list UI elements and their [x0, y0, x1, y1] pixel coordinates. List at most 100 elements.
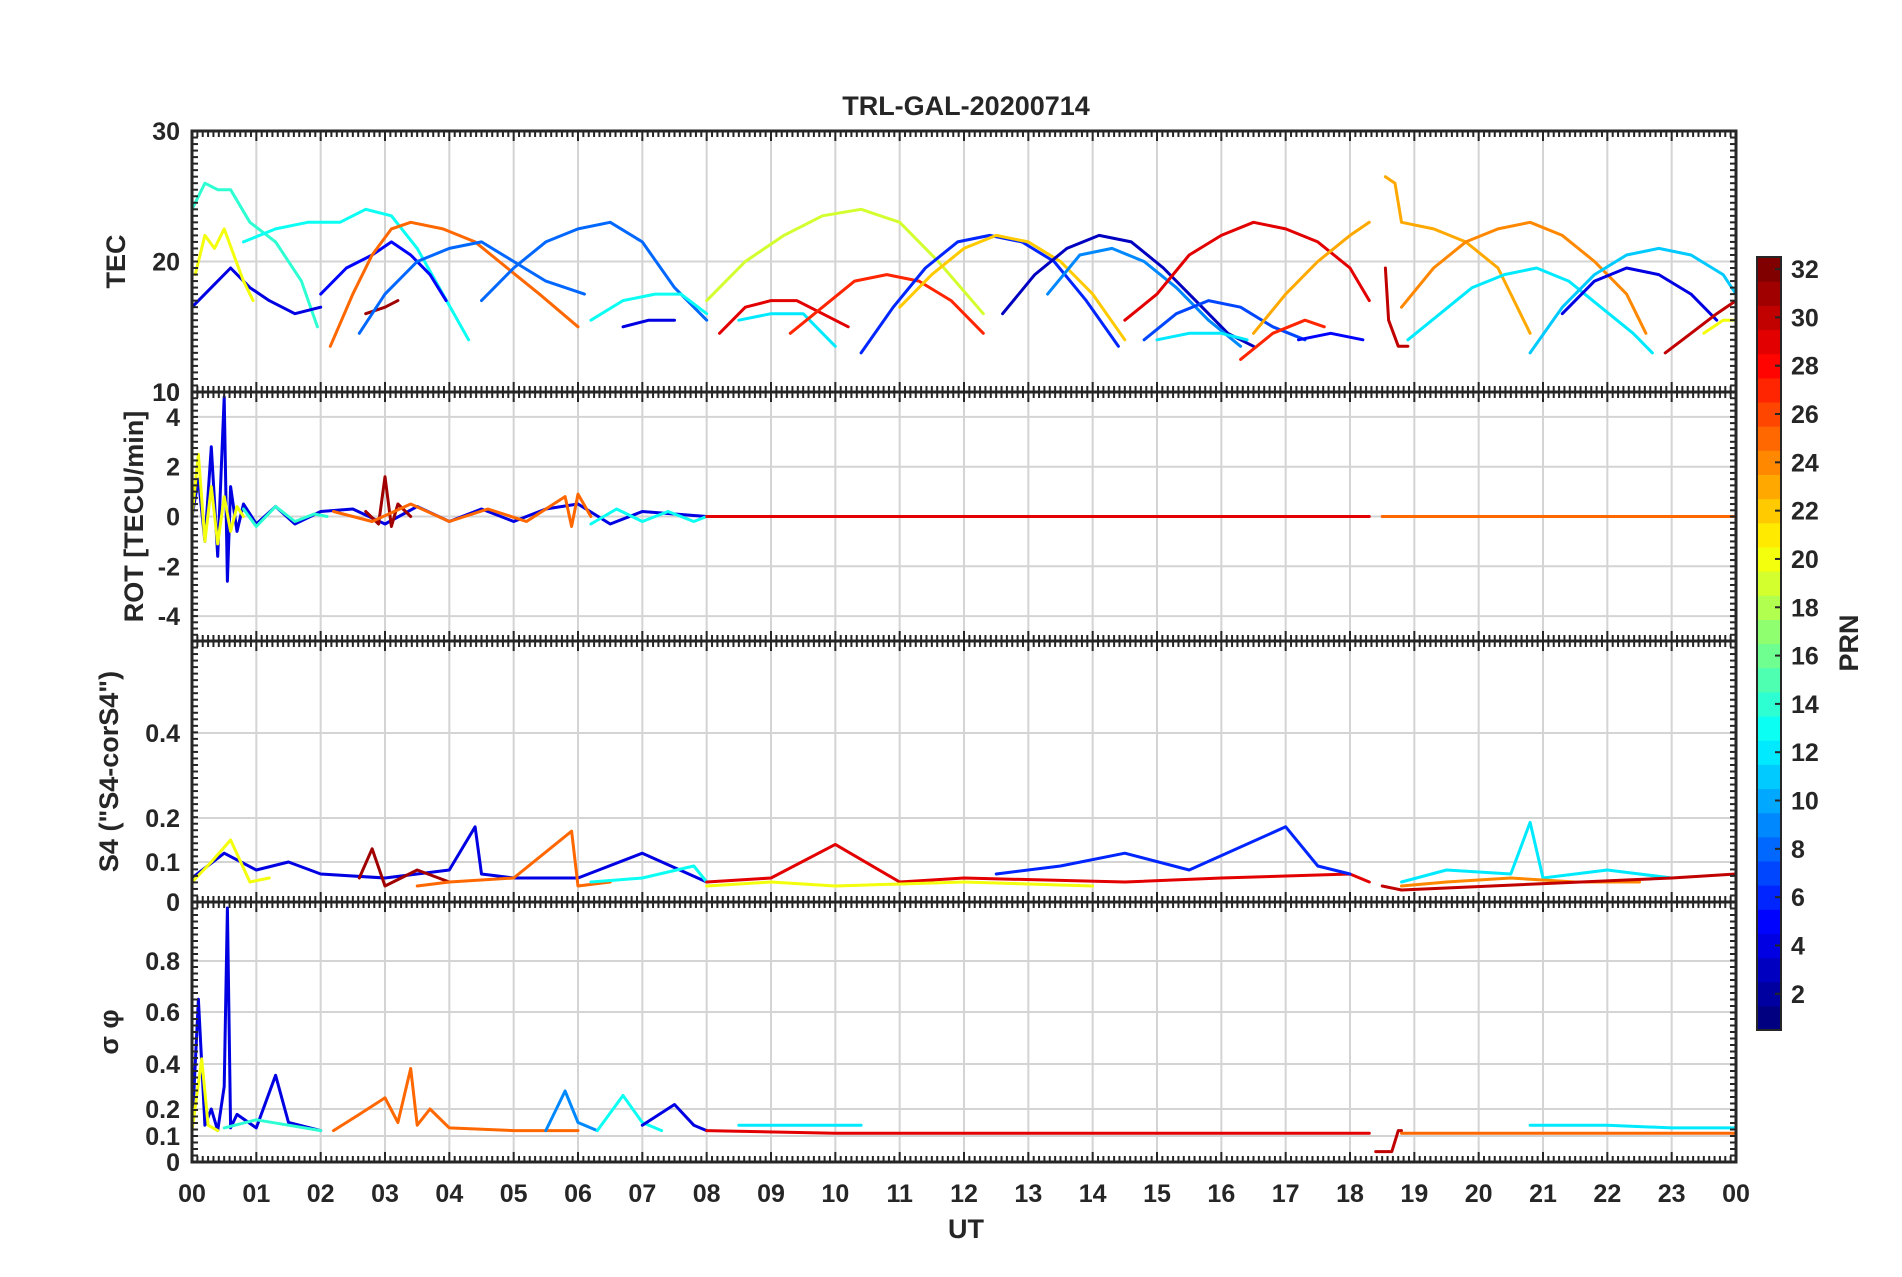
- series-prn-8-tec: [480, 220, 709, 322]
- y-tick-label-sigma: 0.4: [145, 1051, 180, 1079]
- series-prn-22-tec: [898, 233, 1127, 342]
- x-tick-label: 12: [950, 1180, 978, 1208]
- y-tick-label-s4: 0: [166, 889, 180, 917]
- series-prn-12-tec: [737, 312, 837, 348]
- y-tick-label-rot: 0: [166, 504, 180, 532]
- series-prn-12-s4: [1400, 820, 1674, 884]
- y-tick-label-s4: 0.1: [145, 849, 180, 877]
- colorbar-tick-label: 4: [1791, 932, 1805, 960]
- colorbar-step: [1757, 715, 1781, 741]
- series-prn-24-tec: [1400, 220, 1648, 335]
- series-prn-6-tec: [859, 233, 1120, 355]
- series-prn-12-tec: [1406, 266, 1654, 355]
- x-tick-label: 07: [628, 1180, 656, 1208]
- y-tick-label-sigma: 0.6: [145, 999, 180, 1027]
- colorbar-tick-label: 2: [1791, 981, 1805, 1009]
- series-prn-4-tec: [190, 266, 323, 316]
- series-prn-5-tec: [319, 240, 448, 303]
- series-prn-25-tec: [328, 220, 580, 348]
- x-tick-label: 14: [1079, 1180, 1107, 1208]
- series-prn-12-sigma: [1528, 1123, 1738, 1130]
- x-tick-label: 06: [564, 1180, 592, 1208]
- x-tick-label: 04: [435, 1180, 463, 1208]
- series-prn-20-s4: [190, 838, 271, 884]
- colorbar-tick-label: 24: [1791, 449, 1819, 477]
- x-tick-label: 22: [1593, 1180, 1621, 1208]
- x-tick-label: 03: [371, 1180, 399, 1208]
- series-prn-20-tec: [193, 227, 255, 303]
- colorbar-tick-label: 26: [1791, 401, 1819, 429]
- colorbar-tick-label: 18: [1791, 594, 1819, 622]
- series-prn-25-s4: [415, 829, 612, 888]
- series-prn-29-sigma: [705, 1129, 1371, 1135]
- series-prn-27-tec: [788, 273, 985, 335]
- colorbar-step: [1757, 426, 1781, 451]
- colorbar-step: [1757, 764, 1781, 790]
- series-layer: [190, 175, 1738, 1154]
- series-prn-29-tec: [718, 299, 850, 335]
- colorbar-tick-label: 14: [1791, 691, 1819, 719]
- x-tick-label: 08: [693, 1180, 721, 1208]
- minor-ticks-sigma: [191, 901, 1737, 1163]
- y-tick-label-s4: 0.4: [145, 720, 180, 748]
- colorbar-tick-label: 6: [1791, 884, 1805, 912]
- y-tick-label-rot: 4: [166, 404, 180, 432]
- x-tick-label: 00: [178, 1180, 206, 1208]
- x-tick-label: 01: [242, 1180, 270, 1208]
- series-prn-23-tec: [1383, 175, 1532, 335]
- y-tick-label-sigma: 0.1: [145, 1123, 180, 1151]
- minor-ticks-s4: [191, 640, 1737, 903]
- y-tick-label-rot: 2: [166, 454, 180, 482]
- colorbar-label: PRN: [1834, 614, 1864, 671]
- series-prn-20-s4: [705, 880, 1095, 888]
- series-prn-12-tec: [1155, 331, 1249, 342]
- x-tick-label: 09: [757, 1180, 785, 1208]
- y-tick-label-tec: 20: [152, 249, 180, 277]
- series-prn-13-sigma: [595, 1094, 664, 1133]
- series-prn-29-s4: [705, 842, 1371, 884]
- series-prn-14-rot: [242, 505, 329, 528]
- colorbar-step: [1757, 909, 1781, 934]
- y-tick-label-tec: 10: [152, 379, 180, 407]
- series-prn-13-tec: [589, 292, 709, 322]
- colorbar-step: [1757, 522, 1781, 548]
- y-tick-label-sigma: 0.2: [145, 1096, 180, 1124]
- x-tick-label: 10: [821, 1180, 849, 1208]
- series-prn-5-tec: [1297, 331, 1365, 342]
- series-prn-31-rot: [364, 475, 413, 528]
- colorbar-tick-label: 28: [1791, 353, 1819, 381]
- colorbar-step: [1757, 619, 1781, 645]
- series-prn-20-sigma: [190, 1057, 220, 1133]
- series-prn-27-tec: [1239, 318, 1326, 361]
- series-prn-14-sigma: [222, 1118, 323, 1133]
- frame-layer: [190, 129, 1738, 1164]
- series-prn-13-rot: [589, 507, 709, 526]
- colorbar-tick-label: 12: [1791, 739, 1819, 767]
- series-prn-6-s4: [994, 825, 1352, 876]
- colorbar-step: [1757, 377, 1781, 403]
- colorbar-step: [1757, 812, 1781, 838]
- series-prn-19-tec: [705, 207, 985, 316]
- series-prn-4-tec: [621, 318, 676, 329]
- series-prn-30-s4: [1380, 872, 1738, 892]
- series-prn-9-sigma: [544, 1089, 599, 1133]
- colorbar-step: [1757, 329, 1781, 355]
- colorbar-tick-label: 16: [1791, 643, 1819, 671]
- x-tick-label: 19: [1400, 1180, 1428, 1208]
- y-axis-label-s4: S4 ("S4-corS4"): [94, 671, 124, 872]
- series-prn-13-s4: [589, 864, 709, 884]
- colorbar-frame: [1756, 256, 1782, 1031]
- y-axis-label-sigma: σ φ: [94, 1009, 124, 1054]
- minor-ticks-tec: [191, 130, 1737, 393]
- y-tick-label-rot: 10: [152, 379, 180, 407]
- series-prn-29-tec: [1123, 220, 1371, 322]
- y-axis-label-rot: ROT [TECU/min]: [119, 411, 149, 622]
- colorbar-step: [1757, 957, 1781, 983]
- x-tick-label: 00: [1722, 1180, 1750, 1208]
- colorbar-tick-label: 22: [1791, 498, 1819, 526]
- colorbar-tick-label: 20: [1791, 546, 1819, 574]
- x-tick-label: 11: [886, 1180, 913, 1208]
